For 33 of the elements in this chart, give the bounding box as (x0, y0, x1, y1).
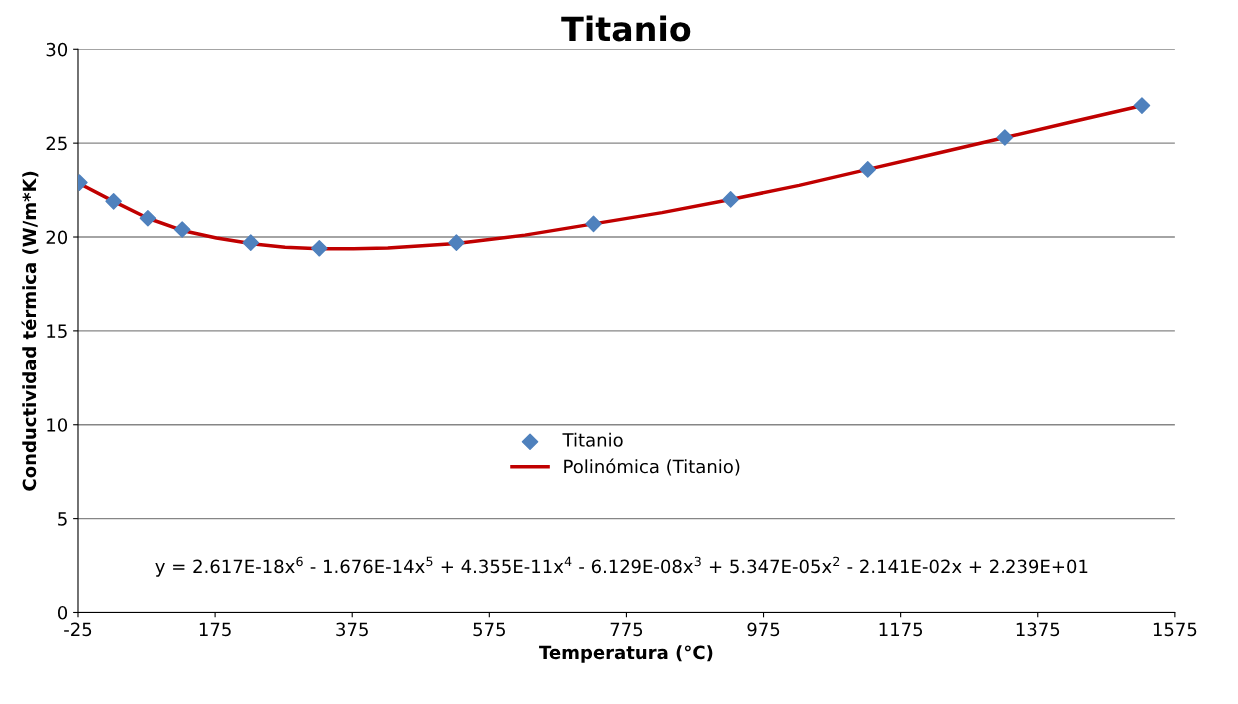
y-tick-label: 5 (58, 512, 67, 526)
y-axis-title: Conductividad térmica (W/m*K) (21, 171, 39, 491)
point (585, 215, 602, 233)
point (311, 239, 328, 257)
point (448, 234, 465, 251)
y-tick-label: 0 (57, 605, 68, 620)
text: y = 2.617E-18x$^{6}$ - 1.676E-14x$^{5}$ + 4.355E-11x$^{4}$ - 6.129E-08x$^{3}$ + 5.347E-05x$^{2}$ - 2.141E-02x + 2.239E+01 (155, 556, 1088, 577)
point (105, 193, 122, 210)
point (859, 161, 877, 178)
chart-title: Titanio (561, 15, 691, 42)
point (1133, 97, 1151, 114)
x-tick-label: 975 (747, 622, 780, 637)
x-tick-label: 375 (336, 622, 368, 637)
point (173, 221, 191, 238)
point (139, 209, 157, 227)
x-axis-title: Temperatura (°C) (539, 645, 713, 663)
x-tick-label: -25 (64, 622, 92, 637)
point (722, 191, 739, 208)
x-tick-label: 1375 (1016, 622, 1060, 637)
x-tick-label: 575 (473, 622, 505, 637)
y-tick-label: 25 (46, 136, 67, 151)
y-tick-label: 10 (47, 418, 68, 432)
point (996, 129, 1014, 146)
point (242, 234, 260, 251)
x-tick-label: 1575 (1153, 622, 1197, 637)
legend-label: Titanio (562, 432, 623, 447)
y-tick-label: 30 (46, 42, 68, 57)
x-tick-label: 1175 (879, 622, 923, 637)
x-tick-label: 175 (199, 622, 231, 637)
legend-label: Polinómica (Titanio) (564, 458, 740, 476)
y-tick-label: 20 (46, 230, 68, 245)
y-tick-label: 15 (47, 324, 67, 338)
x-tick-label: 775 (610, 622, 643, 637)
